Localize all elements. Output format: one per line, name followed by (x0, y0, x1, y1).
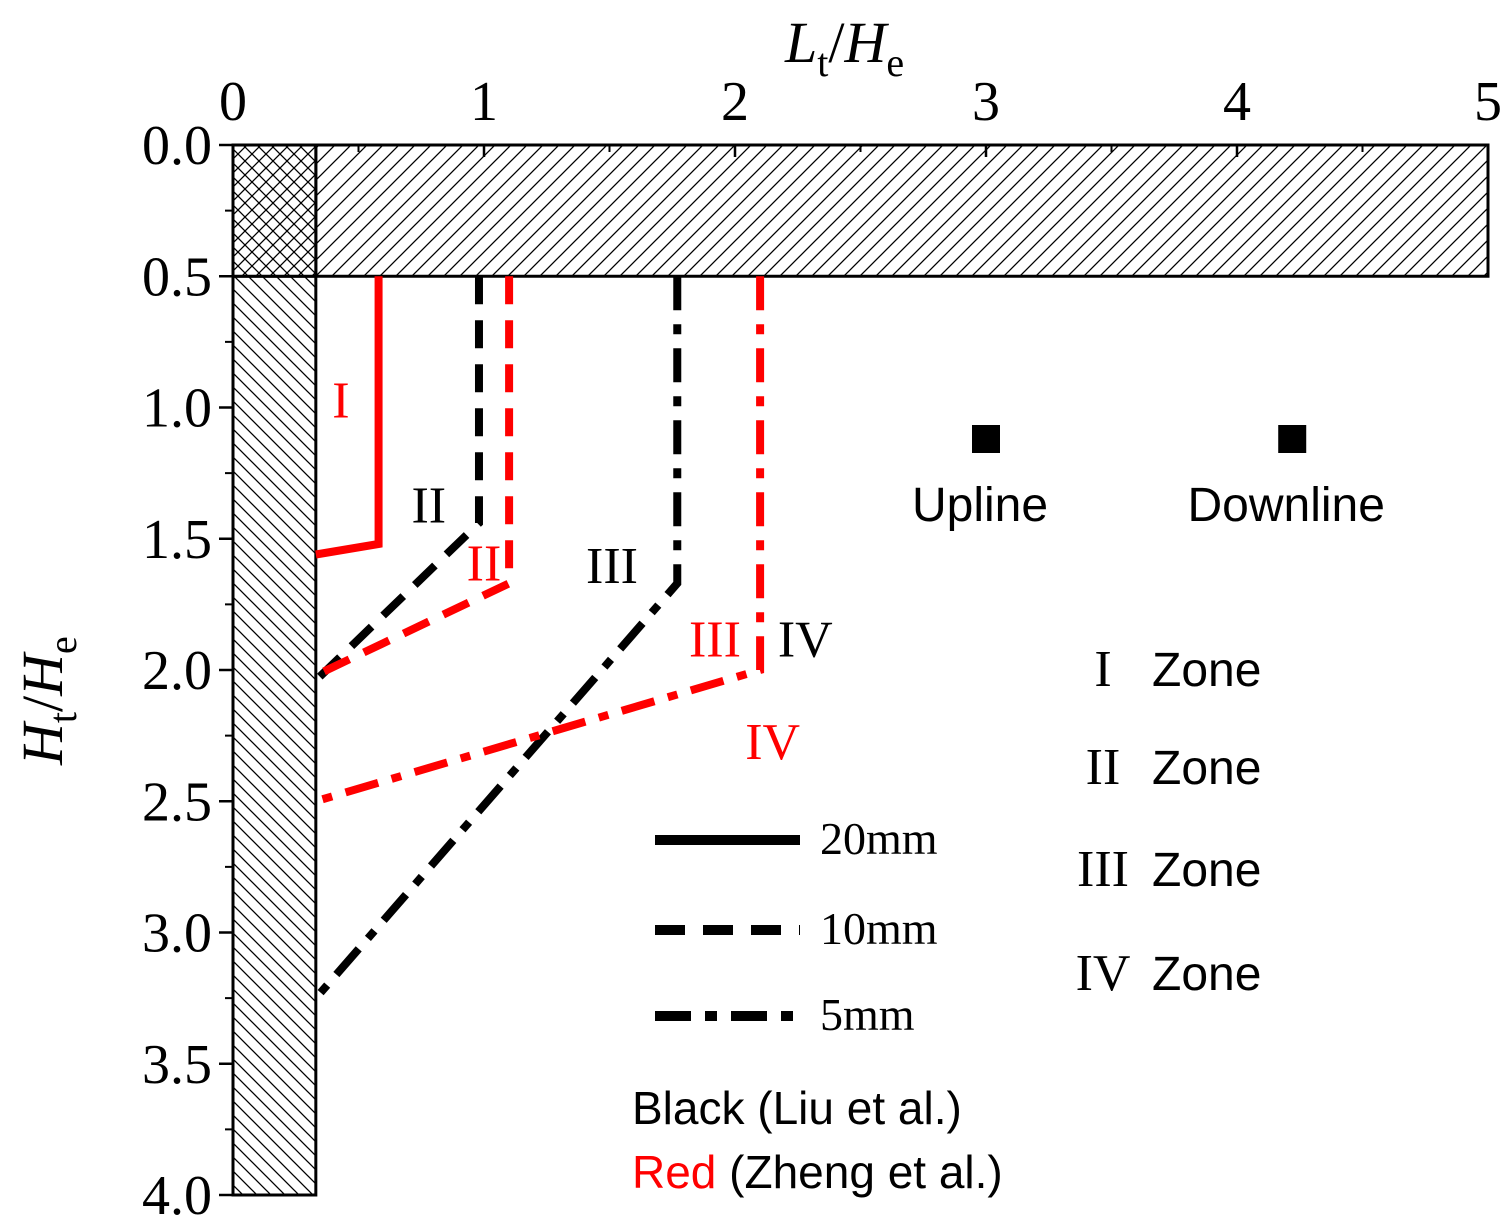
legend-group-label: Black (Liu et al.) (632, 1082, 962, 1134)
y-tick-label: 2.5 (142, 771, 212, 833)
slab-structure (231, 143, 1490, 278)
y-tick-label: 2.0 (142, 640, 212, 702)
zone-label: IV (745, 714, 800, 771)
x-tick-label: 1 (470, 71, 498, 133)
red-10mm-line (314, 276, 514, 679)
legend-line-label: 5mm (820, 989, 915, 1040)
legend-zone-word: Zone (1152, 948, 1261, 1001)
axes: 0 1 2 3 4 5 0.0 0.5 1.0 1.5 2.0 2.5 3.0 3.5 4.0 Lt/He Ht… (10, 10, 1502, 1227)
y-tick-label: 3.5 (142, 1034, 212, 1096)
zone-label: II (467, 535, 502, 592)
legend: 20mm 10mm 5mm Black (Liu et al.) Red (Zheng … (632, 641, 1261, 1198)
red-5mm-line (314, 276, 765, 806)
y-tick-label: 0.5 (142, 246, 212, 308)
black-5mm-line (312, 276, 682, 1001)
marker-label: Downline (1188, 479, 1385, 532)
y-tick-label: 3.0 (142, 903, 212, 965)
black-10mm-line (313, 276, 483, 684)
wall-structure (231, 143, 318, 1197)
series-lines (312, 276, 765, 1001)
zone-label: I (332, 373, 349, 430)
corner-structure (231, 143, 318, 278)
zone-label: III (586, 538, 638, 595)
y-tick-label: 1.0 (142, 378, 212, 440)
y-axis-title: Ht/He (10, 636, 85, 766)
x-tick-label: 2 (721, 71, 749, 133)
x-tick-label: 4 (1223, 71, 1251, 133)
markers: Upline Downline (912, 425, 1385, 532)
legend-line-label: 20mm (820, 813, 938, 864)
red-20mm-line (315, 276, 383, 559)
zone-label: II (411, 478, 446, 535)
x-axis-title: Lt/He (784, 10, 904, 85)
x-tick-label: 0 (219, 71, 247, 133)
y-tick-label: 4.0 (142, 1165, 212, 1227)
zone-label: III (689, 612, 741, 669)
legend-zone-numeral: IV (1076, 945, 1131, 1002)
x-tick-label: 3 (972, 71, 1000, 133)
x-tick-label: 5 (1474, 71, 1502, 133)
legend-line-label: 10mm (820, 903, 938, 954)
square-marker (1278, 425, 1307, 453)
legend-zone-word: Zone (1152, 844, 1261, 897)
legend-group-label: Red (Zheng et al.) (632, 1146, 1003, 1198)
legend-zone-word: Zone (1152, 742, 1261, 795)
zone-label: IV (778, 612, 833, 669)
marker-label: Upline (912, 479, 1048, 532)
y-tick-label: 0.0 (142, 115, 212, 177)
legend-zone-word: Zone (1152, 644, 1261, 697)
legend-zone-numeral: III (1077, 841, 1129, 898)
legend-zone-numeral: I (1094, 641, 1111, 698)
structures (231, 143, 1490, 1197)
legend-zone-numeral: II (1086, 739, 1121, 796)
square-marker (972, 425, 1000, 453)
y-tick-label: 1.5 (142, 509, 212, 571)
